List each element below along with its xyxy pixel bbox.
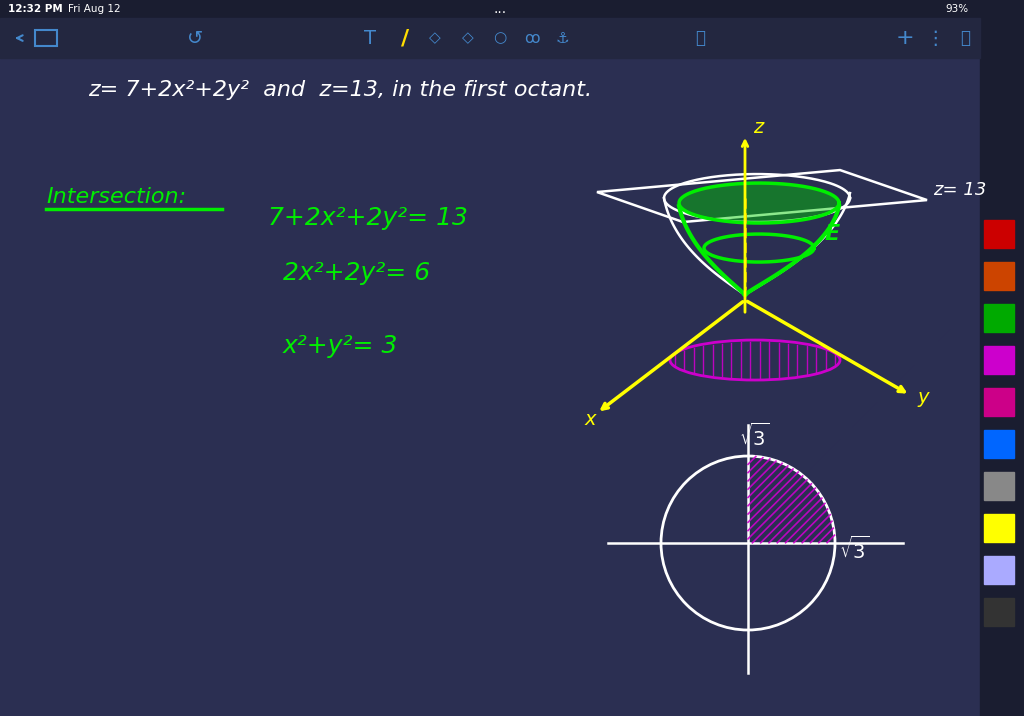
Text: z: z: [753, 117, 763, 137]
Bar: [984, 220, 1014, 248]
Text: $\sqrt{3}$: $\sqrt{3}$: [839, 536, 869, 563]
Bar: [0, 0, 980, 18]
Text: ○: ○: [494, 31, 507, 46]
Bar: [35, 30, 57, 46]
Text: Intersection:: Intersection:: [46, 187, 186, 207]
Bar: [984, 304, 1014, 332]
Text: 2x²+2y²= 6: 2x²+2y²= 6: [283, 261, 430, 285]
Bar: [984, 388, 1014, 416]
Bar: [984, 472, 1014, 500]
Text: ꝏ: ꝏ: [524, 31, 540, 46]
Text: ◇: ◇: [462, 31, 474, 46]
Bar: [984, 262, 1014, 290]
Bar: [984, 514, 1014, 542]
Bar: [984, 346, 1014, 374]
Text: 7+2x²+2y²= 13: 7+2x²+2y²= 13: [268, 206, 468, 230]
Bar: [984, 430, 1014, 458]
Text: ...: ...: [494, 2, 507, 16]
Text: $\sqrt{3}$: $\sqrt{3}$: [738, 422, 769, 450]
Text: T: T: [364, 29, 376, 47]
Text: ↺: ↺: [186, 29, 203, 47]
Text: x²+y²= 3: x²+y²= 3: [283, 334, 398, 358]
Text: +: +: [896, 28, 914, 48]
Bar: [984, 556, 1014, 584]
Text: ⚓: ⚓: [555, 31, 568, 46]
Bar: [980, 0, 1024, 716]
Text: y: y: [918, 388, 929, 407]
Text: 🎤: 🎤: [695, 29, 705, 47]
Text: E: E: [825, 224, 841, 244]
Text: x: x: [585, 410, 597, 429]
Bar: [0, 18, 980, 58]
Ellipse shape: [679, 183, 839, 223]
Text: 93%: 93%: [945, 4, 968, 14]
Text: z= 7+2x²+2y²  and  z=13, in the first octant.: z= 7+2x²+2y² and z=13, in the first octa…: [88, 80, 592, 100]
Text: ⋮: ⋮: [926, 29, 945, 47]
Text: Fri Aug 12: Fri Aug 12: [68, 4, 121, 14]
Bar: [984, 598, 1014, 626]
Text: ◇: ◇: [429, 31, 441, 46]
Text: z= 13: z= 13: [933, 181, 986, 199]
Text: ⧉: ⧉: [961, 29, 970, 47]
Text: 12:32 PM: 12:32 PM: [8, 4, 62, 14]
Text: /: /: [401, 28, 409, 48]
